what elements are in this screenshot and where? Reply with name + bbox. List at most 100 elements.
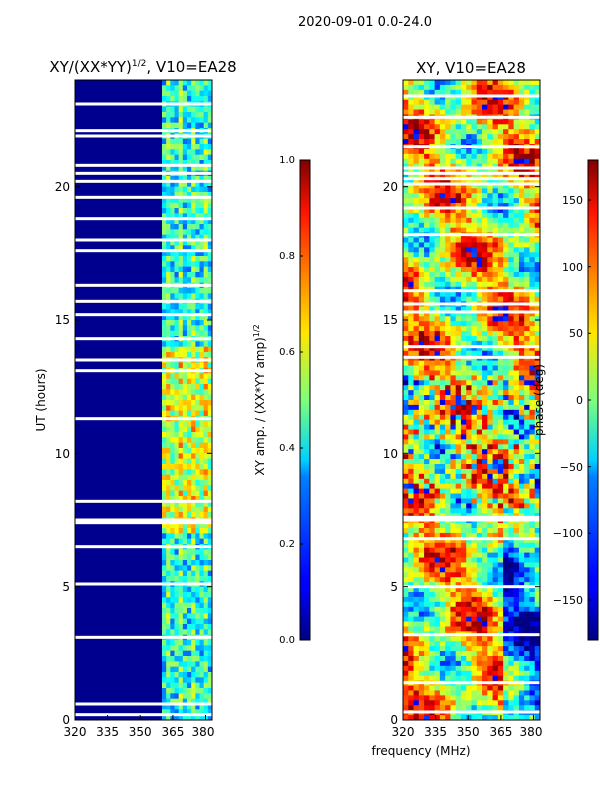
phase-cell	[434, 660, 441, 667]
amplitude-cell	[182, 506, 188, 513]
phase-cell	[492, 242, 499, 248]
phase-cell	[508, 395, 514, 401]
phase-cell	[445, 562, 451, 568]
amplitude-cell	[191, 666, 196, 673]
amplitude-cell	[203, 709, 209, 715]
phase-cell	[492, 577, 499, 583]
amplitude-cell	[170, 480, 175, 486]
phase-cell	[424, 370, 430, 376]
phase-cell	[534, 621, 541, 627]
amplitude-cell	[170, 293, 175, 299]
phase-cell	[518, 434, 525, 440]
phase-cell	[497, 449, 504, 455]
phase-cell	[503, 198, 509, 204]
phase-cell	[518, 84, 525, 91]
phase-cell	[466, 257, 472, 263]
phase-cell	[534, 385, 541, 391]
phase-cell	[482, 370, 488, 376]
phase-cell	[508, 139, 514, 145]
amplitude-cell	[207, 704, 213, 710]
amplitude-cell	[161, 421, 167, 427]
phase-cell	[403, 478, 409, 484]
phase-cell	[424, 498, 430, 504]
phase-cell	[408, 587, 414, 593]
amplitude-cell	[207, 154, 213, 161]
phase-cell	[403, 193, 409, 199]
amplitude-cell	[191, 426, 196, 433]
phase-cell	[434, 665, 441, 672]
phase-cell	[418, 168, 425, 174]
phase-cell	[445, 89, 451, 96]
phase-cell	[424, 552, 430, 558]
phase-cell	[403, 582, 409, 588]
phase-cell	[455, 272, 462, 278]
phase-cell	[529, 572, 536, 578]
phase-cell	[513, 208, 520, 214]
amplitude-cell	[161, 176, 167, 182]
phase-cell	[503, 641, 509, 647]
phase-cell	[524, 656, 530, 662]
phase-cell	[476, 562, 483, 568]
phase-cell	[418, 621, 425, 627]
amplitude-cell	[191, 560, 196, 566]
amplitude-cell	[182, 234, 188, 241]
phase-cell	[439, 173, 446, 179]
phase-cell	[503, 296, 509, 302]
amplitude-cell	[166, 144, 171, 150]
phase-cell	[424, 385, 430, 391]
phase-cell	[497, 700, 504, 706]
amplitude-cell	[195, 341, 200, 347]
phase-cell	[413, 444, 420, 450]
amplitude-heatmap	[75, 80, 213, 721]
phase-cell	[487, 670, 493, 676]
amplitude-cell	[166, 218, 171, 225]
amplitude-cell	[161, 650, 167, 657]
phase-cell	[445, 685, 451, 691]
phase-cell	[418, 454, 425, 460]
phase-cell	[460, 380, 467, 386]
phase-cell	[524, 464, 530, 470]
phase-cell	[476, 670, 483, 676]
amplitude-cell	[182, 448, 188, 454]
phase-cell	[413, 449, 420, 455]
amplitude-cell	[199, 277, 204, 283]
amplitude-cell	[191, 378, 196, 385]
amplitude-cell	[178, 309, 184, 315]
phase-cell	[487, 685, 493, 691]
phase-cell	[513, 267, 520, 273]
phase-cell	[513, 537, 520, 544]
phase-cell	[534, 528, 541, 534]
amplitude-cell	[161, 458, 167, 465]
phase-cell	[524, 370, 530, 376]
phase-cell	[518, 439, 525, 445]
phase-cell	[492, 596, 499, 603]
amplitude-cell	[199, 202, 204, 209]
phase-cell	[503, 222, 509, 228]
phase-cell	[518, 473, 525, 480]
phase-cell	[508, 129, 514, 135]
phase-cell	[471, 434, 478, 440]
phase-cell	[524, 109, 530, 115]
phase-cell	[450, 464, 456, 470]
amplitude-cell	[161, 213, 167, 219]
phase-cell	[408, 331, 414, 337]
phase-cell	[529, 404, 536, 411]
phase-cell	[445, 296, 451, 302]
phase-cell	[524, 331, 530, 337]
amplitude-cell	[174, 165, 179, 171]
phase-cell	[497, 665, 504, 672]
phase-cell	[476, 331, 483, 337]
phase-cell	[534, 651, 541, 657]
phase-cell	[508, 700, 514, 706]
phase-cell	[413, 212, 420, 219]
phase-cell	[513, 611, 520, 617]
phase-cell	[429, 198, 435, 204]
amplitude-cell	[191, 394, 196, 401]
amplitude-colorbar-tick: 0.0	[279, 635, 295, 646]
phase-cell	[508, 340, 514, 347]
phase-cell	[434, 84, 441, 91]
amplitude-cell	[191, 549, 196, 555]
phase-cell	[492, 212, 499, 219]
phase-cell	[524, 212, 530, 219]
phase-cell	[476, 552, 483, 558]
